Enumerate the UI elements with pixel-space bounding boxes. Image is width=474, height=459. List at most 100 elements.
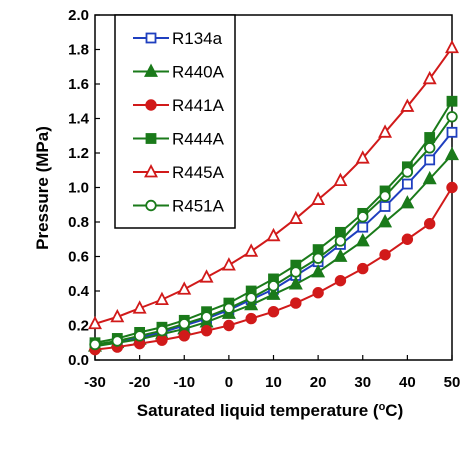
legend-item-r441a: R441A [133, 96, 225, 115]
legend-label: R440A [172, 63, 225, 82]
data-point-r445a [110, 308, 125, 323]
x-axis-title-superscript: o [379, 401, 386, 413]
x-tick-label: 20 [310, 374, 327, 391]
data-point-r440a [400, 195, 415, 209]
x-tick-label: 40 [399, 374, 416, 391]
data-point-r445a [288, 210, 303, 224]
data-point-r451a [290, 266, 302, 278]
series-r445a [88, 39, 459, 330]
data-point-r445a [400, 98, 415, 112]
data-point-r440a [266, 286, 281, 300]
y-tick-label: 0.2 [68, 318, 89, 335]
data-point-r441a [156, 334, 168, 346]
data-point-r440a [378, 214, 393, 228]
data-point-r451a [267, 280, 280, 292]
y-axis-title: Pressure (MPa) [33, 126, 52, 250]
data-point-r440a [445, 146, 459, 161]
data-point-r445a [378, 124, 393, 138]
data-point-r441a [245, 312, 257, 325]
data-point-r440a [333, 248, 348, 262]
legend-item-r134a: R134a [133, 29, 223, 48]
data-point-r444a [424, 132, 436, 143]
data-point-r445a [88, 315, 102, 330]
x-axis-title: Saturated liquid temperature (oC) [137, 401, 404, 420]
data-point-r451a [312, 252, 324, 264]
data-point-r445a [355, 150, 370, 164]
legend-label: R444A [172, 130, 225, 149]
data-point-r441a [267, 306, 280, 318]
data-point-r134a [424, 154, 436, 166]
legend-marker [144, 63, 158, 77]
y-tick-label: 2.0 [68, 7, 89, 24]
data-point-r445a [266, 227, 281, 242]
data-point-r441a [446, 181, 458, 194]
data-point-r445a [244, 243, 259, 257]
y-tick-label: 1.0 [68, 180, 89, 197]
legend-label: R441A [172, 96, 225, 115]
data-point-r441a [357, 262, 369, 275]
y-tick-label: 0.4 [68, 283, 90, 300]
data-point-r451a [446, 111, 458, 123]
data-point-r445a [177, 281, 192, 295]
data-point-r451a [357, 211, 369, 223]
x-tick-label: 10 [265, 374, 282, 391]
y-tick-label: 1.8 [68, 42, 89, 59]
x-tick-label: 50 [444, 374, 461, 391]
data-point-r451a [423, 142, 436, 154]
data-point-r134a [401, 178, 413, 190]
legend-label: R445A [172, 163, 225, 182]
data-point-r441a [379, 249, 391, 261]
legend-marker [145, 199, 157, 212]
data-point-r451a [200, 311, 213, 323]
data-point-r134a [446, 126, 458, 138]
series-r451a [89, 111, 458, 351]
data-point-r445a [154, 291, 169, 306]
y-tick-label: 0.8 [68, 214, 89, 231]
data-point-r445a [199, 269, 214, 283]
x-axis-title-suffix: C) [385, 401, 403, 420]
legend-item-r444a: R444A [133, 130, 225, 149]
legend-marker [144, 164, 158, 178]
data-point-r451a [223, 302, 235, 314]
x-tick-label: 0 [225, 374, 233, 391]
data-point-r441a [223, 319, 235, 332]
data-point-r441a [290, 297, 302, 309]
data-point-r451a [245, 292, 257, 304]
data-point-r445a [221, 257, 236, 271]
legend-label: R451A [172, 197, 225, 216]
data-point-r451a [133, 330, 146, 342]
x-tick-label: 30 [354, 374, 371, 391]
legend-item-r445a: R445A [133, 163, 225, 182]
data-point-r444a [446, 95, 458, 107]
x-axis-title-main: Saturated liquid temperature ( [137, 401, 379, 420]
y-axis-ticks: 0.0 0.2 0.4 0.6 0.8 1.0 1.2 1.4 1.6 1.8 2.0 [68, 7, 100, 369]
legend-box [114, 14, 236, 229]
data-point-r134a [379, 201, 391, 212]
data-point-r441a [312, 287, 324, 299]
data-point-r451a [89, 338, 101, 351]
data-point-r134a [357, 221, 369, 233]
data-point-r451a [111, 335, 124, 347]
data-point-r445a [445, 39, 459, 54]
x-tick-label: -10 [173, 374, 195, 391]
x-tick-label: -30 [84, 374, 106, 391]
x-tick-label: -20 [129, 374, 151, 391]
data-point-r441a [401, 233, 414, 245]
data-point-r441a [423, 218, 436, 230]
legend-item-r451a: R451A [133, 197, 225, 216]
data-point-r451a [178, 318, 190, 330]
data-point-r445a [311, 191, 326, 205]
data-point-r451a [401, 166, 414, 178]
y-tick-label: 1.6 [68, 76, 89, 93]
data-point-r445a [422, 70, 437, 85]
legend-marker [145, 133, 157, 144]
legend-label: R134a [172, 29, 223, 48]
data-point-r451a [156, 324, 168, 337]
data-point-r440a [244, 296, 259, 311]
data-point-r451a [379, 190, 391, 202]
data-point-r440a [311, 264, 326, 278]
data-point-r445a [132, 300, 147, 314]
legend-marker [145, 99, 157, 111]
